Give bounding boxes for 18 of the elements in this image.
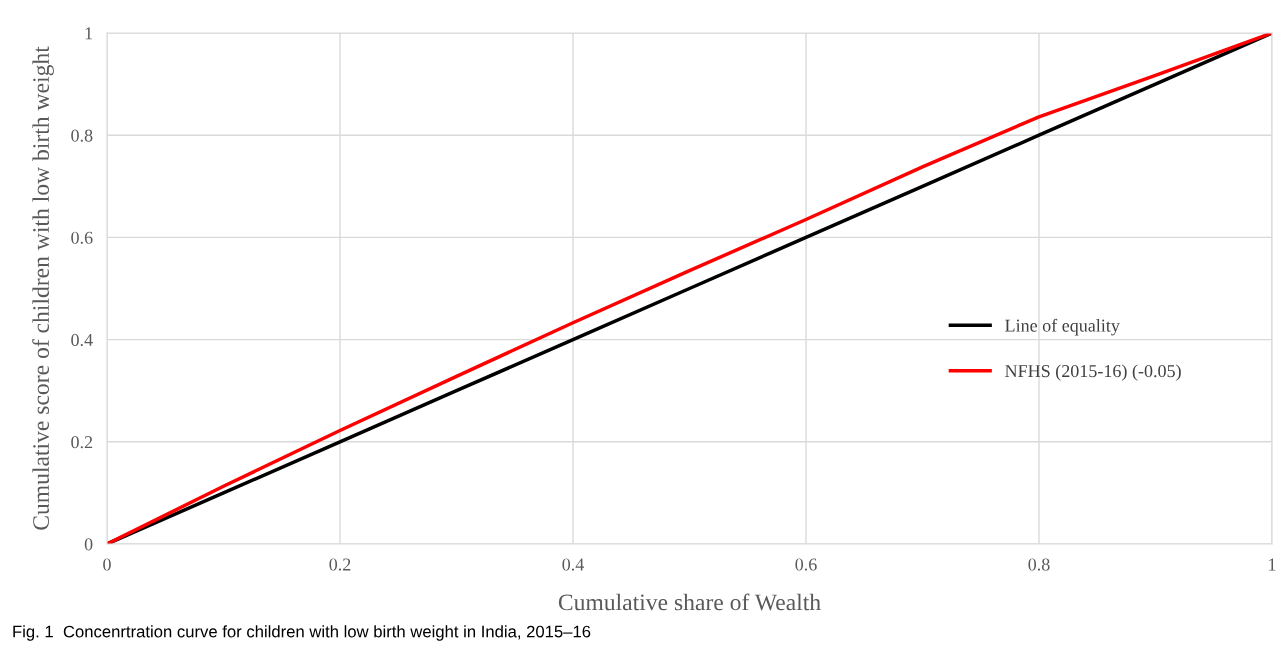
x-tick-label: 0.4 [562,558,584,571]
y-tick-label: 0.6 [71,231,93,244]
caption: Fig. 1 Concenrtration curve for children with low birth weight in India, 2015–16 [13,625,591,641]
y-tick-label: 0 [84,538,93,551]
y-tick-label: 0.4 [71,333,93,347]
x-tick-label: 0.8 [1028,558,1050,571]
y-tick-label: 0.2 [71,436,93,449]
x-tick-label: 0 [103,558,111,571]
x-axis-title: Cumulative share of Wealth [558,593,821,611]
y-tick-label: 0.8 [71,129,93,142]
legend-label: Line of equality [1005,318,1120,336]
legend-label: NFHS (2015-16) (-0.05) [1005,364,1181,381]
y-axis-title: Cumulative score of children with low birth weight [32,46,54,530]
x-tick-label: 0.6 [795,558,817,571]
x-tick-label: 0.2 [329,558,351,571]
line-series [107,33,1272,544]
x-tick-label: 1 [1269,558,1276,571]
y-tick-label: 1 [85,27,93,40]
